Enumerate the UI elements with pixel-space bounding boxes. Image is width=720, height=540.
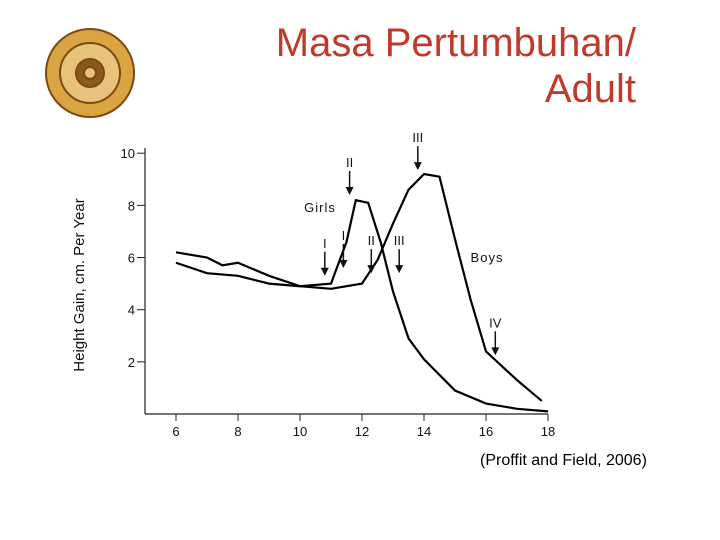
- x-tick-label: 10: [293, 424, 307, 439]
- series-label: Boys: [471, 250, 504, 265]
- logo: [45, 28, 135, 118]
- annotation: II: [346, 155, 353, 170]
- y-tick-label: 4: [128, 303, 135, 318]
- x-tick-label: 18: [541, 424, 555, 439]
- annotation: II: [368, 233, 375, 248]
- x-tick-label: 8: [234, 424, 241, 439]
- y-axis-label: Height Gain, cm. Per Year: [71, 198, 88, 371]
- annotation: III: [394, 233, 405, 248]
- annotation: I: [323, 236, 327, 251]
- annotation-arrowhead: [413, 162, 422, 171]
- annotation-arrowhead: [320, 267, 329, 276]
- series-line: [175, 172, 543, 402]
- x-tick-label: 12: [355, 424, 369, 439]
- annotation-arrowhead: [345, 186, 354, 195]
- annotation-arrowhead: [491, 347, 500, 356]
- x-tick-label: 16: [479, 424, 493, 439]
- series-label: Girls: [304, 200, 336, 215]
- annotation-arrowhead: [339, 259, 348, 268]
- y-tick-label: 6: [128, 251, 135, 266]
- x-tick-label: 6: [172, 424, 179, 439]
- annotation: I: [342, 228, 346, 243]
- slide-title: Masa Pertumbuhan/ Adult: [275, 21, 636, 111]
- source: (Proffit and Field, 2006): [480, 452, 647, 469]
- annotation: III: [412, 130, 423, 145]
- y-tick-label: 2: [128, 355, 135, 370]
- annotation-arrowhead: [367, 265, 376, 274]
- y-tick-label: 10: [121, 146, 135, 161]
- annotation: IV: [489, 315, 502, 330]
- annotation-arrowhead: [395, 265, 404, 274]
- x-tick-label: 14: [417, 424, 431, 439]
- series-line: [175, 198, 549, 413]
- y-tick-label: 8: [128, 198, 135, 213]
